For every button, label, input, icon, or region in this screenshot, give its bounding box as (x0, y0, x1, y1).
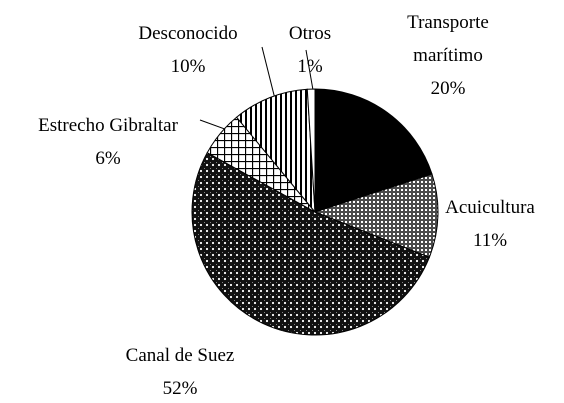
value-label: 10% (170, 56, 206, 77)
pie-slice (306, 88, 316, 213)
category-label: Transporte marítimo (407, 12, 489, 66)
slice-label: Acuicultura 11% (390, 191, 564, 257)
pie-slice (235, 88, 316, 214)
slice-label: Otros 1% (210, 17, 410, 83)
category-label: Otros (288, 23, 332, 44)
value-label: 1% (297, 56, 323, 77)
category-label: Estrecho Gibraltar (38, 115, 178, 136)
slice-label: Estrecho Gibraltar 6% (8, 109, 208, 175)
leader-line (305, 49, 314, 91)
value-label: 6% (95, 148, 121, 169)
slice-label: Canal de Suez 52% (80, 339, 280, 403)
category-label: Acuicultura (445, 197, 535, 218)
pie-slice (314, 88, 433, 213)
leader-line (261, 46, 277, 104)
value-label: 20% (430, 78, 466, 99)
category-label: Canal de Suez (125, 345, 235, 366)
pie-slice (191, 152, 431, 336)
pie-slice (313, 173, 439, 258)
slice-label: Transporte marítimo 20% (393, 6, 503, 105)
category-label: Desconocido (138, 23, 238, 44)
value-label: 52% (162, 378, 198, 399)
value-label: 11% (472, 230, 508, 251)
slice-label: Desconocido 10% (88, 17, 288, 83)
